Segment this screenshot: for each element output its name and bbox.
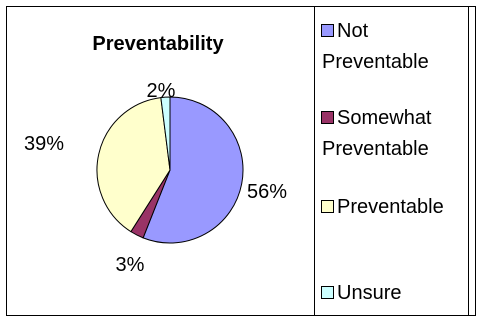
data-label-not-preventable: 56% — [247, 181, 287, 203]
legend-label-preventable: Preventable — [337, 196, 444, 218]
legend: Not Preventable Somewhat Preventable Prevent… — [321, 20, 444, 304]
pie-data-labels: 56% 3% 39% 2% — [24, 80, 287, 276]
pie-slice-preventable — [96, 97, 171, 233]
pie-slices — [96, 96, 244, 244]
pie-slice-unsure — [160, 96, 171, 171]
data-label-unsure: 2% — [147, 80, 176, 102]
pie-slice-not-preventable — [142, 96, 244, 244]
legend-label-not-preventable: Not Preventable — [322, 20, 429, 73]
legend-swatch-preventable — [321, 200, 334, 213]
legend-swatch-unsure — [321, 286, 334, 299]
data-label-somewhat-preventable: 3% — [116, 254, 145, 276]
legend-label-unsure: Unsure — [337, 282, 401, 304]
data-label-preventable: 39% — [24, 133, 64, 155]
legend-label-somewhat-preventable: Somewhat Preventable — [322, 107, 432, 160]
chart-title: Preventability — [92, 33, 224, 55]
legend-swatch-somewhat-preventable — [321, 111, 334, 124]
legend-swatch-not-preventable — [321, 24, 334, 37]
